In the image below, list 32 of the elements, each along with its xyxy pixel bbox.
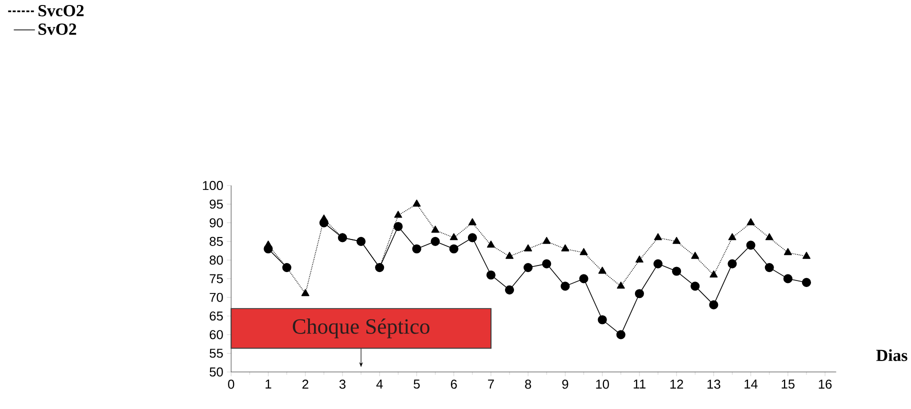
x-tick-label: 4 bbox=[376, 380, 383, 389]
legend-label: SvcO2 bbox=[38, 5, 84, 16]
legend-label: SvO2 bbox=[38, 24, 76, 36]
y-tick-label: 95 bbox=[210, 200, 223, 209]
y-tick-label: 85 bbox=[210, 237, 223, 246]
x-tick-label: 7 bbox=[488, 380, 494, 389]
x-tick-label: 15 bbox=[782, 380, 795, 389]
annotation: Choque Séptico bbox=[292, 318, 430, 338]
y-tick-label: 50 bbox=[210, 368, 223, 377]
y-tick-label: 70 bbox=[210, 292, 223, 302]
x-tick-label: 9 bbox=[562, 380, 568, 389]
x-tick-label: 12 bbox=[670, 380, 684, 389]
y-tick-label: 80 bbox=[210, 256, 223, 265]
x-tick-label: 5 bbox=[414, 380, 420, 389]
y-tick-label: 75 bbox=[210, 274, 223, 284]
x-tick-label: 10 bbox=[596, 380, 609, 389]
x-axis-title: Dias bbox=[876, 349, 908, 362]
x-tick-label: 8 bbox=[525, 380, 532, 389]
x-tick-label: 1 bbox=[266, 380, 272, 389]
y-tick-label: 90 bbox=[210, 218, 223, 228]
x-tick-label: 14 bbox=[744, 380, 758, 389]
x-tick-label: 13 bbox=[708, 380, 720, 389]
x-tick-label: 6 bbox=[450, 380, 457, 389]
x-tick-label: 16 bbox=[818, 380, 832, 389]
y-tick-label: 55 bbox=[210, 349, 223, 358]
y-tick-label: 65 bbox=[210, 312, 223, 321]
x-tick-label: 3 bbox=[339, 380, 346, 389]
x-tick-label: 0 bbox=[228, 380, 234, 389]
y-tick-label: 60 bbox=[210, 330, 223, 340]
y-tick-label: 100 bbox=[202, 181, 223, 190]
x-tick-label: 11 bbox=[634, 380, 646, 389]
x-tick-label: 2 bbox=[302, 380, 308, 389]
